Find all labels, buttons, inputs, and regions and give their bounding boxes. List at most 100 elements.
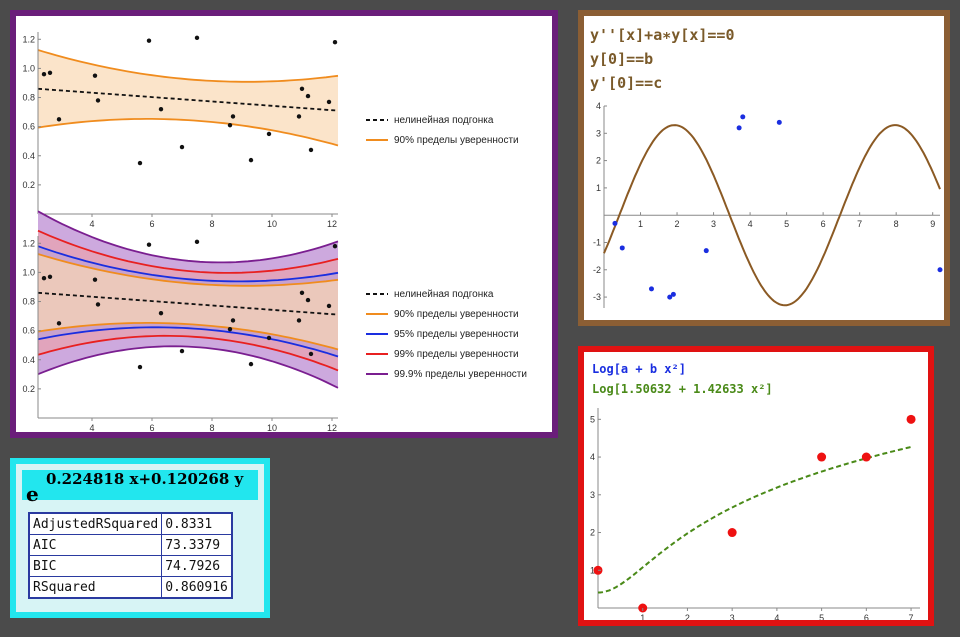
fit-formula: Log[1.50632 + 1.42633 x²] — [592, 382, 773, 396]
x-tick-label: 4 — [748, 219, 753, 229]
data-point — [296, 318, 302, 323]
band-90 — [38, 254, 338, 350]
legend-label-999: 99.9% пределы уверенности — [394, 369, 527, 380]
ode-fit-panel: y''[x]+a∗y[x]==0 y[0]==b y'[0]==c 1 2 3 4 5 6… — [578, 10, 950, 326]
legend-top: нелинейная подгонка 90% пределы уверенно… — [366, 115, 519, 146]
x-tick-label: 6 — [864, 613, 869, 620]
legend-label-99: 99% пределы уверенности — [394, 349, 519, 360]
data-point — [670, 291, 676, 297]
x-tick-label: 4 — [89, 219, 94, 229]
data-point — [56, 117, 62, 122]
data-point — [861, 452, 871, 462]
y-tick-label: -3 — [593, 292, 601, 302]
data-point — [137, 160, 143, 166]
stats-table: AdjustedRSquared 0.8331 AIC 73.3379 BIC … — [28, 512, 233, 599]
data-point — [817, 452, 827, 462]
x-tick-label: 9 — [930, 219, 935, 229]
data-point — [736, 125, 742, 131]
x-tick-label: 7 — [857, 219, 862, 229]
plot-area: 4 6 8 10 12 0.2 0.4 0.6 0.8 1.0 1.2 — [22, 210, 339, 433]
fit-stats-panel: e 0.224818 x+0.120268 y AdjustedRSquared… — [10, 458, 270, 618]
x-tick-label: 6 — [149, 423, 154, 432]
exp-exponent: 0.224818 x+0.120268 y — [46, 470, 244, 488]
data-point — [326, 303, 332, 309]
plot-area: 1 2 3 4 5 6 7 1 2 3 4 5 — [590, 408, 920, 620]
legend-label-fit: нелинейная подгонка — [394, 115, 494, 126]
y-tick-label: 3 — [596, 128, 601, 138]
band-upper-90 — [37, 253, 339, 287]
confidence-bands-chart: нелинейная подгонка 90% пределы уверенно… — [22, 32, 527, 433]
x-tick-label: 7 — [909, 613, 914, 620]
legend-bottom: нелинейная подгонка 90% пределы уверенно… — [366, 289, 527, 380]
data-point — [158, 106, 164, 112]
ode-solution-curve — [603, 124, 941, 307]
stat-name: BIC — [28, 555, 163, 577]
fit-prefix: Log — [592, 382, 614, 396]
fit-inner: 1.50632 + 1.42633 x² — [620, 382, 766, 396]
band-upper-95 — [37, 245, 339, 283]
stat-value: 0.860916 — [161, 576, 233, 599]
model-formula: Log[a + b x²] — [592, 362, 686, 376]
y-tick-label: 0.2 — [22, 384, 35, 394]
table-row: BIC 74.7926 — [28, 555, 233, 577]
stat-value: 73.3379 — [161, 534, 233, 556]
data-point — [137, 364, 143, 370]
x-tick-label: 6 — [821, 219, 826, 229]
data-point — [41, 72, 47, 77]
log-model-panel: Log[a + b x²] Log[1.50632 + 1.42633 x²] … — [578, 346, 934, 626]
data-point — [332, 243, 338, 249]
data-point — [146, 242, 152, 247]
plot-area: 4 6 8 10 12 0.2 0.4 0.6 0.8 1.0 1.2 — [22, 32, 339, 229]
x-tick-label: 8 — [209, 423, 214, 432]
y-tick-label: 1.2 — [22, 238, 35, 248]
ode-equation: y''[x]+a∗y[x]==0 — [590, 26, 735, 44]
y-tick-label: 1.0 — [22, 63, 35, 73]
table-row: AIC 73.3379 — [28, 534, 233, 556]
data-point — [703, 248, 709, 254]
model-prefix: Log — [592, 362, 614, 376]
data-point — [906, 414, 916, 424]
band-upper-99 — [37, 229, 339, 274]
data-point — [299, 86, 305, 91]
x-tick-label: 4 — [774, 613, 779, 620]
data-point — [299, 290, 305, 295]
data-point — [667, 294, 673, 300]
table-row: AdjustedRSquared 0.8331 — [28, 512, 233, 535]
data-point — [179, 144, 185, 150]
data-point — [305, 93, 311, 99]
data-point — [92, 277, 98, 282]
x-tick-label: 8 — [209, 219, 214, 229]
data-point — [308, 147, 314, 153]
data-point — [194, 35, 200, 41]
y-tick-label: 2 — [590, 528, 595, 538]
y-tick-label: 1.0 — [22, 267, 35, 277]
data-point — [227, 122, 233, 128]
y-tick-label: 1 — [590, 565, 595, 575]
y-tick-label: 0.2 — [22, 180, 35, 190]
data-point — [326, 99, 332, 105]
data-point — [41, 276, 47, 281]
y-tick-label: 1.2 — [22, 34, 35, 44]
data-point — [937, 267, 943, 273]
data-point — [296, 114, 302, 119]
y-tick-label: 4 — [596, 101, 601, 111]
x-tick-label: 3 — [711, 219, 716, 229]
stat-value: 0.8331 — [161, 512, 233, 535]
fit-line — [37, 87, 339, 112]
data-point — [47, 274, 53, 279]
y-tick-label: -1 — [593, 237, 601, 247]
ode-fit-chart: 1 2 3 4 5 6 7 8 9 -3 -2 -1 1 2 3 4 — [593, 101, 943, 308]
x-tick-label: 5 — [784, 219, 789, 229]
legend-label-90: 90% пределы уверенности — [394, 309, 519, 320]
plot-area: 1 2 3 4 5 6 7 8 9 -3 -2 -1 1 2 3 4 — [593, 101, 943, 308]
data-point — [194, 239, 200, 245]
band-lower-90 — [37, 118, 339, 147]
y-tick-label: 4 — [590, 452, 595, 462]
x-tick-label: 10 — [267, 219, 277, 229]
y-tick-label: -2 — [593, 265, 601, 275]
exp-base: e — [26, 482, 39, 506]
stat-name: AdjustedRSquared — [28, 512, 163, 535]
band-upper-999 — [37, 210, 339, 264]
legend-label-fit: нелинейная подгонка — [394, 289, 494, 300]
band-90 — [38, 50, 338, 146]
